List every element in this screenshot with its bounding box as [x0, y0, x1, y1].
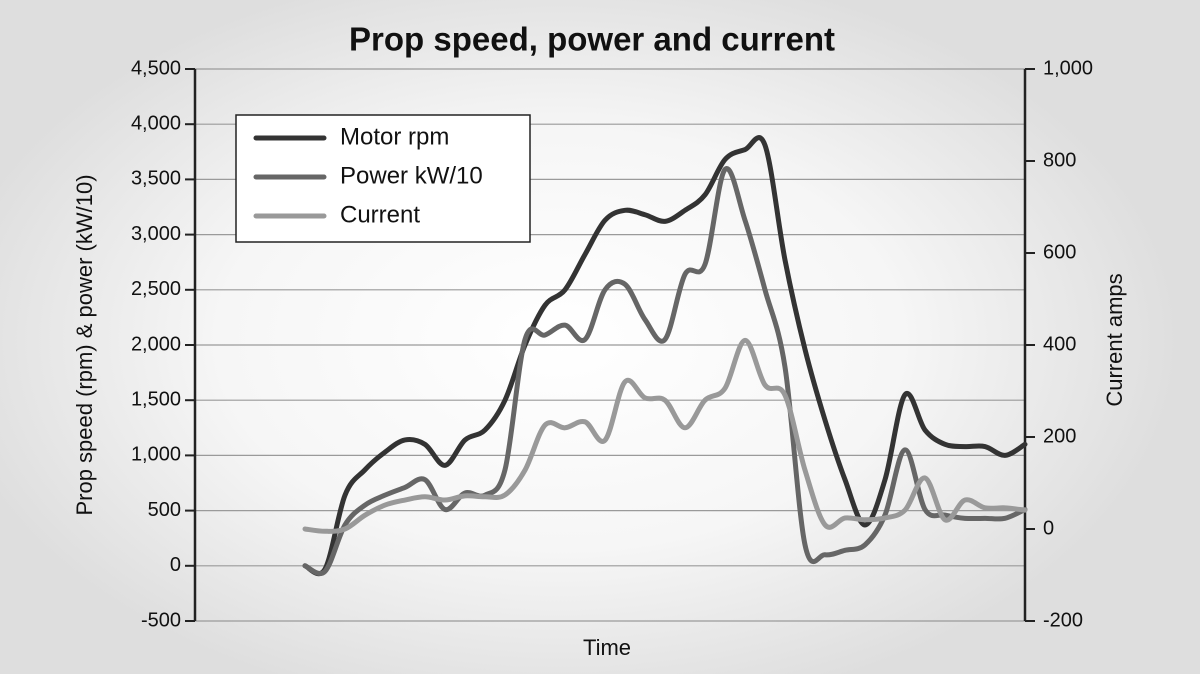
y2-tick-label: 0 — [1043, 517, 1054, 539]
legend-label: Current — [340, 201, 420, 228]
y-tick-label: 1,000 — [131, 444, 181, 466]
y-tick-label: 2,500 — [131, 278, 181, 300]
y2-tick-label: 600 — [1043, 241, 1076, 263]
chart-title: Prop speed, power and current — [349, 21, 835, 58]
y-axis-label: Prop speed (rpm) & power (kW/10) — [72, 174, 97, 515]
x-axis-label: Time — [583, 635, 631, 660]
legend-label: Motor rpm — [340, 123, 449, 150]
y-tick-label: 3,000 — [131, 223, 181, 245]
y2-tick-label: 200 — [1043, 425, 1076, 447]
series-line — [302, 166, 1028, 576]
y-tick-label: -500 — [141, 609, 181, 631]
y-tick-label: 500 — [148, 499, 181, 521]
y2-tick-label: -200 — [1043, 609, 1083, 631]
y-tick-label: 0 — [170, 554, 181, 576]
y-tick-label: 4,000 — [131, 112, 181, 134]
y2-tick-label: 800 — [1043, 149, 1076, 171]
y2-axis-label: Current amps — [1102, 273, 1127, 406]
y-tick-label: 1,500 — [131, 388, 181, 410]
legend-label: Power kW/10 — [340, 162, 483, 189]
y2-tick-label: 1,000 — [1043, 57, 1093, 79]
series-line — [302, 337, 1028, 534]
y-tick-label: 2,000 — [131, 333, 181, 355]
y2-tick-label: 400 — [1043, 333, 1076, 355]
series-line — [302, 135, 1028, 577]
y-tick-label: 3,500 — [131, 168, 181, 190]
y-tick-label: 4,500 — [131, 57, 181, 79]
